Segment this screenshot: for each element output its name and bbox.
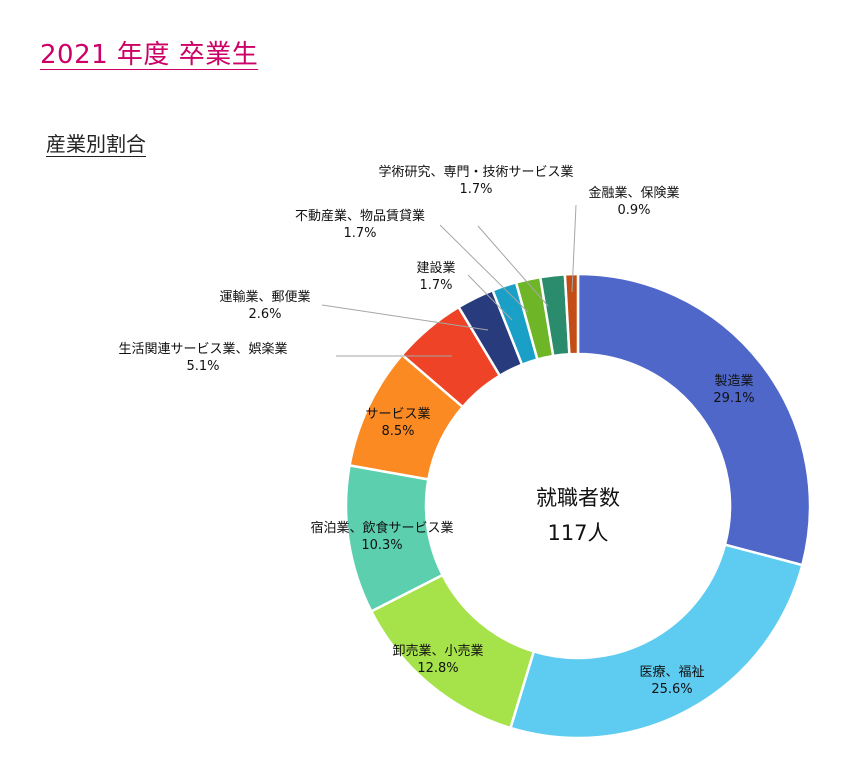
center-label: 就職者数	[536, 486, 620, 510]
slice-value-label: 1.7%	[459, 182, 492, 197]
donut-slice	[576, 272, 812, 567]
slice-value-label: 25.6%	[651, 682, 692, 697]
section-title: 産業別割合	[46, 132, 146, 156]
slice-label: 金融業、保険業	[588, 185, 679, 201]
slice-value-label: 29.1%	[713, 391, 754, 406]
slice-value-label: 0.9%	[617, 203, 650, 218]
slice-label: 卸売業、小売業	[392, 643, 483, 659]
leader-line	[439, 224, 529, 313]
slice-label: 宿泊業、飲食サービス業	[310, 520, 453, 536]
page-title: 2021 年度 卒業生	[40, 40, 259, 70]
slice-value-label: 2.6%	[248, 307, 281, 322]
slice-label: 学術研究、専門・技術サービス業	[378, 164, 573, 180]
slice-value-label: 1.7%	[419, 278, 452, 293]
slice-label: 建設業	[416, 260, 455, 276]
leader-line	[571, 204, 577, 293]
slice-value-label: 12.8%	[417, 661, 458, 676]
slice-label: サービス業	[365, 406, 430, 422]
donut-slice	[563, 272, 580, 356]
slice-value-label: 10.3%	[361, 538, 402, 553]
donut-slice	[508, 543, 804, 740]
slice-value-label: 8.5%	[381, 424, 414, 439]
slice-label: 運輸業、郵便業	[219, 289, 310, 305]
slice-label: 生活関連サービス業、娯楽業	[118, 341, 287, 357]
slice-value-label: 1.7%	[343, 226, 376, 241]
leader-line	[477, 225, 549, 307]
slice-value-label: 5.1%	[186, 359, 219, 374]
leader-line	[321, 304, 489, 331]
slice-label: 医療、福祉	[639, 665, 704, 680]
center-value: 117人	[547, 521, 608, 545]
leader-line	[467, 274, 513, 321]
slice-label: 不動産業、物品賃貸業	[295, 208, 425, 224]
slice-label: 製造業	[714, 373, 753, 389]
